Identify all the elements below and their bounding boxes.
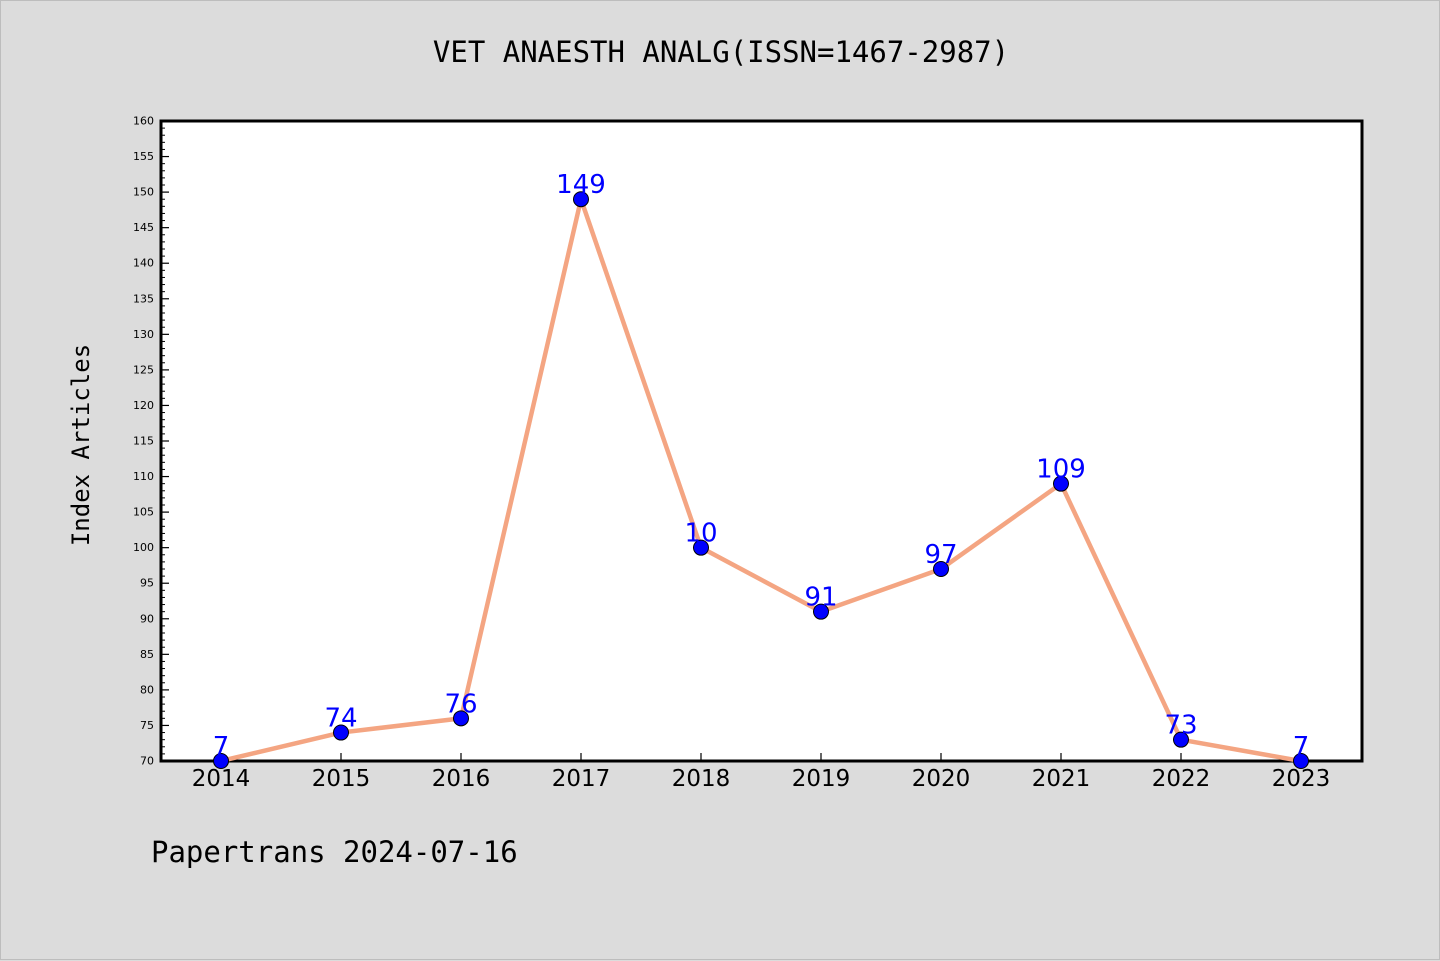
y-tick-label: 160 (133, 115, 154, 128)
marker-group (213, 191, 1309, 769)
data-point (333, 724, 349, 741)
y-tick-label: 100 (133, 541, 154, 554)
y-tick-label: 155 (133, 150, 154, 163)
x-tick-label: 2018 (672, 766, 731, 792)
x-axis: 2014 2015 2016 2017 2018 2019 2020 2021 2022 2023 (192, 753, 1331, 792)
y-tick-label: 75 (140, 719, 154, 732)
data-point (1293, 753, 1309, 769)
y-tick-label: 120 (133, 399, 154, 412)
plot-area (159, 119, 1364, 763)
y-tick-label: 130 (133, 328, 154, 341)
data-label: 74 (324, 704, 357, 734)
x-tick-label: 2020 (912, 766, 971, 792)
x-tick-label: 2016 (432, 766, 491, 792)
y-tick-label: 115 (133, 435, 154, 448)
data-label: 7 (1293, 732, 1310, 762)
x-tick-label: 2022 (1152, 766, 1211, 792)
data-point (933, 561, 949, 577)
y-tick-label: 85 (140, 648, 154, 661)
data-label: 7 (213, 732, 230, 762)
data-label: 73 (1164, 711, 1197, 741)
data-point (213, 753, 229, 769)
data-point (813, 603, 829, 620)
data-label: 91 (804, 583, 837, 613)
y-tick-label: 145 (133, 221, 154, 234)
x-tick-label: 2021 (1032, 766, 1091, 792)
y-tick-label: 140 (133, 257, 154, 270)
data-point (453, 710, 469, 727)
footer-text: Papertrans 2024-07-16 (151, 835, 518, 869)
y-tick-label: 95 (140, 577, 154, 590)
data-label: 149 (556, 170, 606, 200)
y-tick-label: 150 (133, 186, 154, 199)
x-tick-label: 2015 (312, 766, 371, 792)
y-tick-label: 70 (140, 755, 154, 768)
series-line (220, 196, 1302, 764)
chart-title: VET ANAESTH ANALG(ISSN=1467-2987) (432, 35, 1010, 69)
data-point (573, 191, 589, 208)
x-tick-label: 2014 (192, 766, 251, 792)
x-tick-label: 2023 (1272, 766, 1331, 792)
data-label-group: 7 74 76 149 10 91 97 109 73 7 (213, 170, 1310, 762)
x-tick-label: 2017 (552, 766, 611, 792)
data-label: 10 (684, 519, 717, 549)
y-tick-label: 80 (140, 683, 154, 696)
y-tick-label: 125 (133, 363, 154, 376)
data-point (1053, 475, 1069, 492)
data-point (1173, 731, 1189, 748)
y-tick-label: 135 (133, 292, 154, 305)
y-tick-label: 105 (133, 506, 154, 519)
data-label: 109 (1036, 455, 1086, 485)
data-point (693, 539, 709, 556)
series-line-group (220, 196, 1302, 764)
y-tick-label: 110 (133, 470, 154, 483)
x-tick-label: 2019 (792, 766, 851, 792)
y-axis: 70 75 80 85 90 95 100 105 110 115 120 125 130 135 140 1… (133, 115, 169, 768)
data-label: 76 (444, 689, 477, 719)
data-label: 97 (924, 540, 957, 570)
y-tick-label: 90 (140, 612, 154, 625)
